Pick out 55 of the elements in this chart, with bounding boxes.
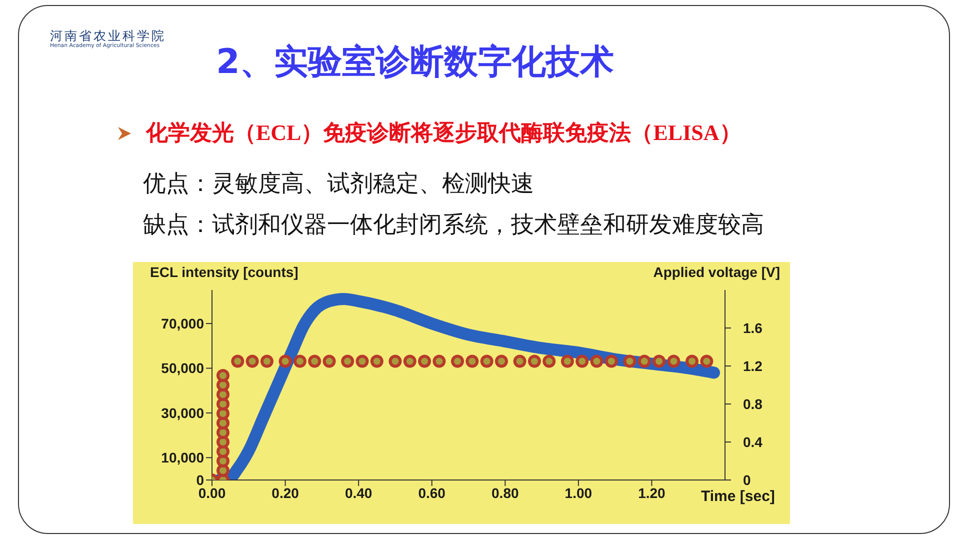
x-tick-label: 1.00 — [564, 484, 592, 501]
text: 优点：灵敏度高、试剂稳定、检测快速 — [143, 171, 534, 198]
y-axis-title: ECL intensity [counts] — [150, 264, 298, 280]
y2-tick-label: 1.2 — [743, 358, 763, 374]
point — [246, 354, 259, 368]
point — [260, 354, 274, 368]
x-tick-label: 0.60 — [418, 484, 446, 501]
chart-subtitle: 化学发光（ECL）免疫诊断将逐步取代酶联免疫法（ELISA） — [146, 120, 742, 146]
point — [700, 354, 714, 368]
point — [308, 354, 322, 368]
point — [604, 354, 618, 368]
point — [231, 354, 244, 368]
x-axis-title: Time [sec] — [701, 488, 775, 505]
y2-tick-label: 1.6 — [743, 320, 763, 336]
point — [494, 354, 508, 368]
chart-title: 2、实验室诊断数字化技术 — [216, 42, 614, 82]
point — [403, 354, 416, 368]
y-tick-label: 10,000 — [161, 450, 204, 466]
point — [652, 354, 666, 368]
x-tick-label: 0.40 — [344, 484, 372, 501]
y-tick-label: 70,000 — [161, 316, 204, 332]
y-tick-label: 50,000 — [161, 360, 204, 376]
point — [293, 354, 306, 368]
point — [667, 354, 680, 368]
text: 河南省农业科学院 — [50, 28, 166, 43]
y2-axis-title: Applied voltage [V] — [653, 264, 780, 280]
y2-tick-label: 0 — [743, 472, 751, 488]
point — [356, 354, 369, 368]
point — [576, 354, 589, 368]
y-tick-label: 30,000 — [161, 404, 204, 421]
point — [278, 354, 292, 368]
x-tick-label: 0.80 — [492, 484, 519, 501]
point — [513, 354, 526, 368]
point — [638, 354, 651, 368]
point — [216, 369, 230, 382]
point — [466, 354, 479, 368]
point — [418, 354, 432, 368]
point — [341, 354, 354, 368]
x-tick-label: 0.20 — [272, 484, 300, 501]
point — [623, 354, 636, 368]
point — [451, 354, 464, 368]
point — [542, 354, 556, 368]
point — [370, 354, 384, 368]
x-tick-label: 1.20 — [638, 484, 666, 501]
text: 缺点：试剂和仪器一体化封闭系统，技术壁垒和研发难度较高 — [143, 212, 764, 238]
point — [560, 354, 574, 368]
point — [590, 354, 604, 368]
point — [322, 354, 336, 368]
y2-tick-label: 0.8 — [743, 396, 763, 412]
point — [686, 354, 699, 368]
y2-tick-label: 0.4 — [743, 434, 763, 450]
point — [528, 354, 541, 368]
point — [432, 354, 446, 368]
point — [388, 354, 402, 368]
point — [480, 354, 494, 368]
